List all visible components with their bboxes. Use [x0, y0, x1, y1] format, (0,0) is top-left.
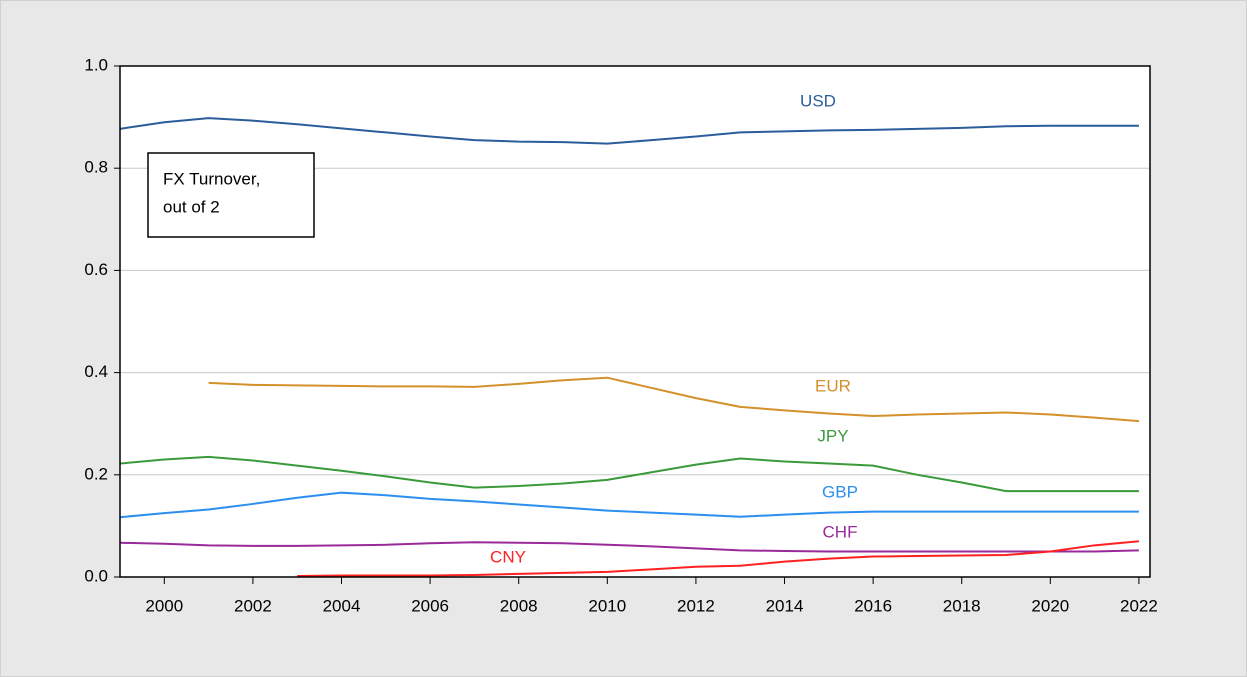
x-tick-label: 2000 — [145, 596, 183, 615]
x-tick-label: 2010 — [588, 596, 626, 615]
series-label: GBP — [822, 482, 858, 501]
x-tick-label: 2016 — [854, 596, 892, 615]
y-tick-label: 1.0 — [84, 55, 108, 74]
series-line — [297, 540, 1140, 577]
series-label: JPY — [817, 426, 848, 445]
annotation-line: FX Turnover, — [163, 169, 260, 188]
x-tick-label: 2014 — [766, 596, 804, 615]
series-line — [119, 491, 1139, 519]
series-label: USD — [800, 91, 836, 110]
y-tick-label: 0.0 — [84, 566, 108, 585]
y-tick-label: 0.4 — [84, 362, 108, 381]
x-tick-label: 2012 — [677, 596, 715, 615]
x-tick-label: 2006 — [411, 596, 449, 615]
x-tick-label: 2004 — [323, 596, 361, 615]
annotation-line: out of 2 — [163, 197, 220, 216]
x-tick-label: 2002 — [234, 596, 272, 615]
y-tick-label: 0.8 — [84, 158, 108, 177]
y-tick-label: 0.2 — [84, 464, 108, 483]
x-tick-label: 2008 — [500, 596, 538, 615]
x-tick-label: 2020 — [1031, 596, 1069, 615]
series-label: CNY — [490, 547, 526, 566]
x-tick-label: 2018 — [943, 596, 981, 615]
plot-area — [120, 66, 1150, 577]
series-line — [119, 117, 1139, 145]
series-line — [119, 541, 1139, 553]
series-label: EUR — [815, 376, 851, 395]
series-line — [208, 376, 1140, 423]
x-tick-label: 2022 — [1120, 596, 1158, 615]
y-tick-label: 0.6 — [84, 260, 108, 279]
plot-border — [119, 65, 1151, 578]
series-label: CHF — [823, 522, 858, 541]
series-line — [119, 455, 1139, 493]
annotation-box — [147, 152, 315, 238]
